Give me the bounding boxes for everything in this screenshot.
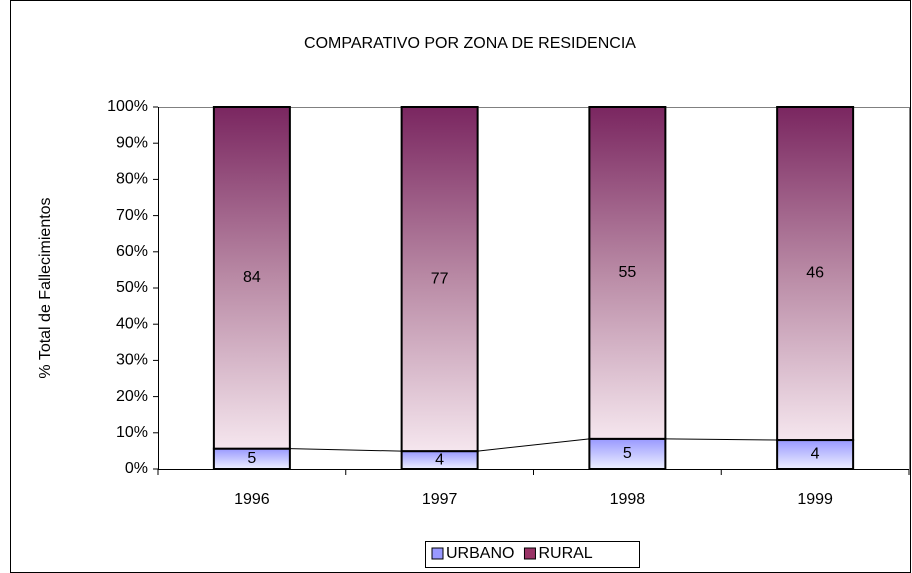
bar-segment [400,106,479,453]
legend-label: URBANO [446,545,514,562]
y-tick-label: 90% [116,134,148,151]
y-tick-label: 40% [116,315,148,332]
x-tick-label: 1999 [797,491,833,508]
y-tick-label: 100% [107,98,148,115]
data-label: 4 [811,446,820,463]
data-label: 55 [618,264,636,281]
x-tick-label: 1996 [234,491,270,508]
legend-swatch [523,547,536,560]
y-tick-label: 50% [116,279,148,296]
bar-segment [776,439,855,471]
series-line [477,438,590,452]
data-label: 5 [247,450,256,467]
y-tick-label: 20% [116,388,148,405]
bar-segment [588,106,667,440]
data-label: 46 [806,265,824,282]
legend-swatch [431,547,444,560]
y-tick-label: 60% [116,243,148,260]
bar-segment [588,437,667,471]
bar-segment [212,106,291,450]
data-label: 5 [623,445,632,462]
y-tick-label: 70% [116,207,148,224]
bar-segment [776,106,855,442]
x-tick-label: 1997 [422,491,458,508]
y-tick-label: 10% [116,424,148,441]
chart-title: COMPARATIVO POR ZONA DE RESIDENCIA [304,35,636,52]
y-tick-label: 0% [125,460,148,477]
x-tick-label: 1998 [610,491,646,508]
y-axis-label: % Total de Fallecimientos [37,197,54,378]
legend-label: RURAL [538,545,592,562]
data-label: 4 [435,451,444,468]
data-label: 77 [431,270,449,287]
data-label: 84 [243,269,261,286]
series-line [289,448,402,452]
y-tick-label: 30% [116,352,148,369]
series-line [665,438,778,441]
y-tick-label: 80% [116,171,148,188]
